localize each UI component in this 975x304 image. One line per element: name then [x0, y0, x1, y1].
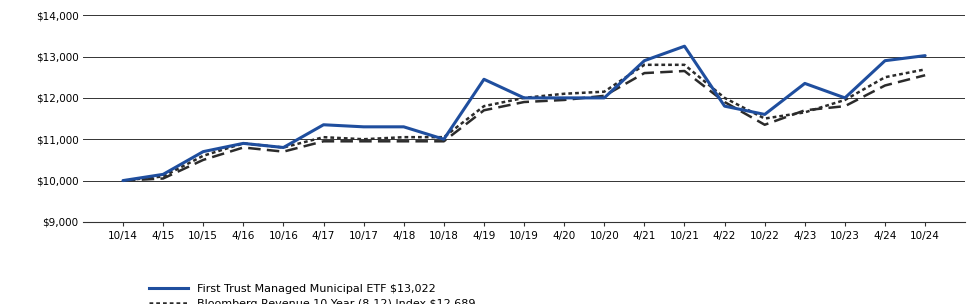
Legend: First Trust Managed Municipal ETF $13,022, Bloomberg Revenue 10 Year (8-12) Inde: First Trust Managed Municipal ETF $13,02… [144, 280, 480, 304]
